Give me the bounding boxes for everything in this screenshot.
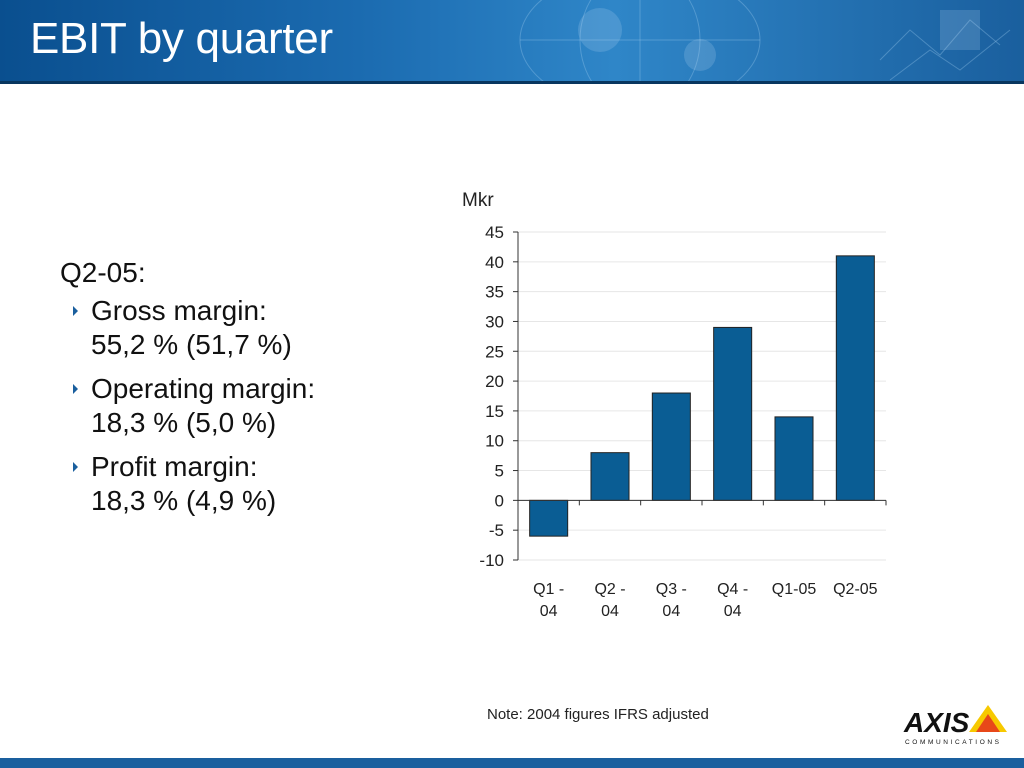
bar [651,392,691,501]
header-rule [0,81,1024,84]
y-tick-label: 30 [485,312,504,331]
bullet-label: Gross margin: [91,295,267,326]
bullet-label: Operating margin: [91,373,316,404]
bullet-intro: Q2-05: [60,257,146,288]
x-tick-label: Q2-05 [833,581,878,598]
bullet-value: 18,3 % (4,9 %) [91,485,277,516]
footer-bar [0,758,1024,768]
bar [835,255,875,501]
bullet-arrow-icon [73,306,78,316]
slide-title: EBIT by quarter [30,14,333,63]
y-tick-label: 40 [485,253,504,272]
logo-tagline: COMMUNICATIONS [905,739,1002,746]
bullet-arrow-icon [73,462,78,472]
bar [774,416,814,501]
bullet-item-operating-margin: Operating margin: 18,3 % (5,0 %) [60,372,315,440]
bullet-item-profit-margin: Profit margin: 18,3 % (4,9 %) [60,450,315,518]
ebit-bar-chart: Mkr 45 40 35 30 25 20 15 10 5 0 -5 -10 Q1 -04 Q2 -04 Q3… [462,190,887,620]
bar [590,452,630,501]
y-tick-label: 45 [485,223,504,242]
y-unit-label: Mkr [462,190,494,211]
bar [713,326,753,501]
logo-triangle-inner-icon [976,714,1000,732]
bullet-list: Q2-05: Gross margin: 55,2 % (51,7 %) Ope… [60,256,315,528]
x-tick-label: Q1-05 [772,581,817,598]
header-decoration [519,0,1011,84]
bullet-value: 18,3 % (5,0 %) [91,407,277,438]
y-tick-label: -10 [479,551,504,570]
bar [529,499,569,537]
axis-logo: AXIS COMMUNICATIONS [903,705,1007,746]
y-tick-label: 20 [485,372,504,391]
x-tick-label: Q3 -04 [656,581,687,620]
x-tick-label: Q4 -04 [717,581,748,620]
y-tick-label: 5 [495,462,504,481]
footnote: Note: 2004 figures IFRS adjusted [487,706,709,723]
x-tick-label: Q2 -04 [594,581,625,620]
y-tick-label: 25 [485,342,504,361]
x-tick-label: Q1 -04 [533,581,564,620]
y-tick-label: 15 [485,402,504,421]
y-tick-label: 10 [485,432,504,451]
y-tick-label: 0 [495,491,504,510]
bullet-label: Profit margin: [91,451,258,482]
bullet-item-gross-margin: Gross margin: 55,2 % (51,7 %) [60,294,315,362]
slide-header: EBIT by quarter [0,0,1024,84]
y-tick-label: 35 [485,283,504,302]
y-tick-label: -5 [489,521,504,540]
bullet-value: 55,2 % (51,7 %) [91,329,292,360]
logo-wordmark: AXIS [903,707,970,738]
bullet-arrow-icon [73,384,78,394]
